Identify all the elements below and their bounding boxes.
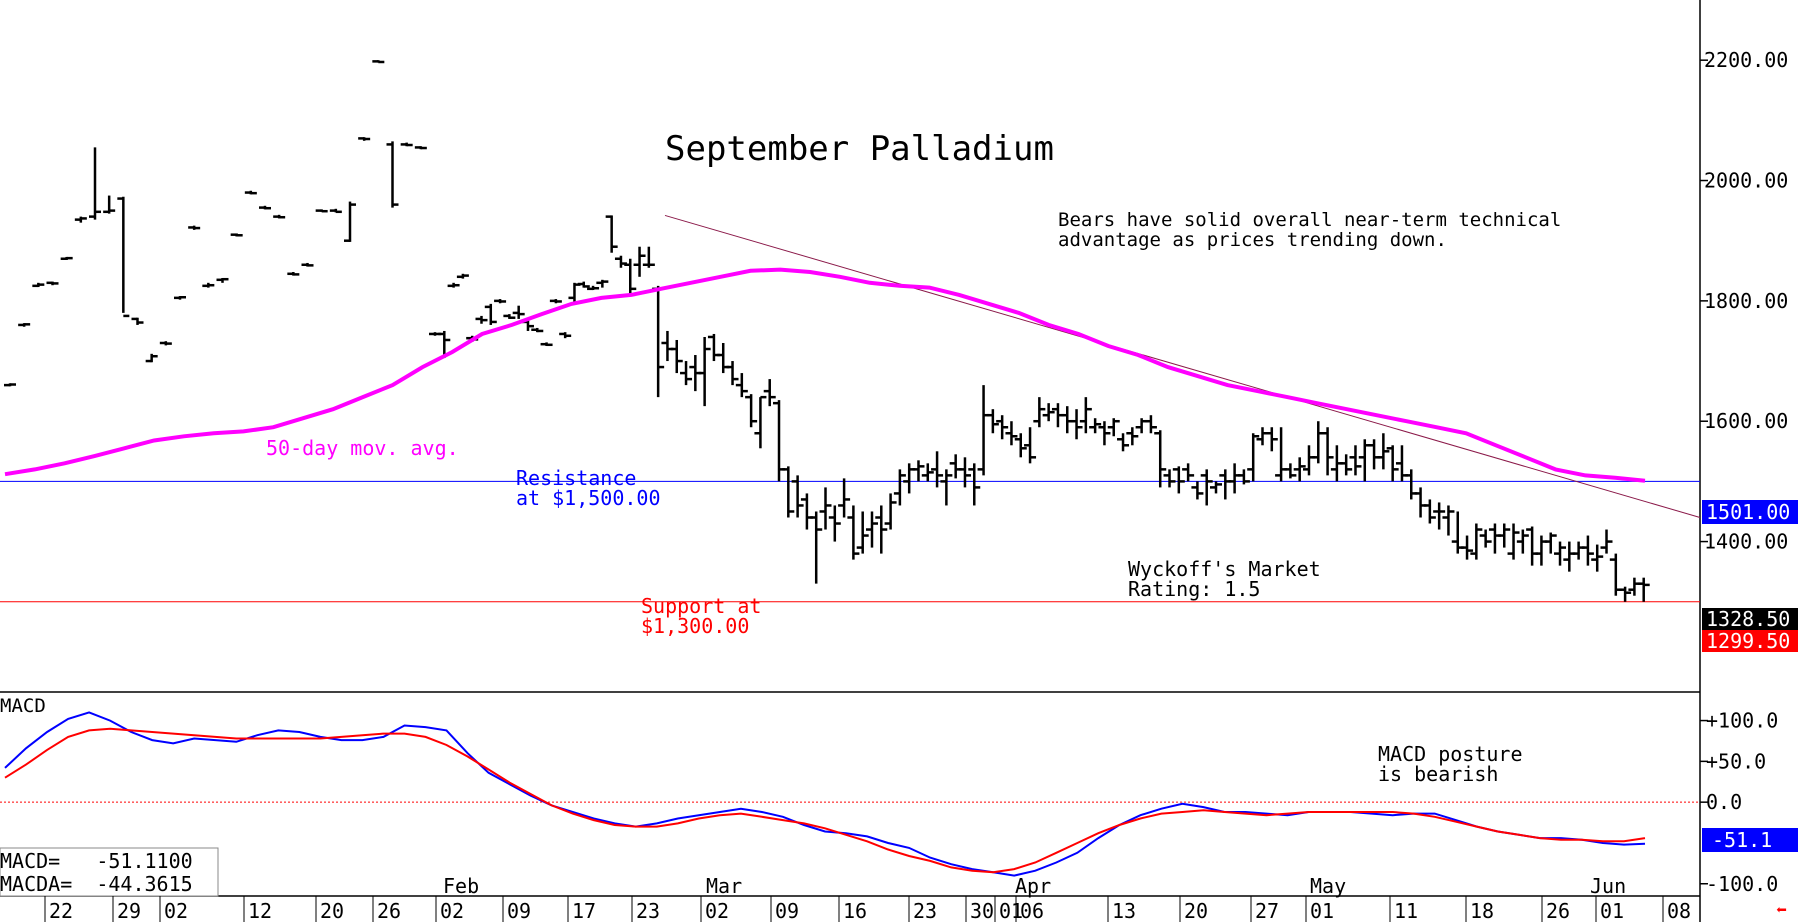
date-label: 01	[1600, 899, 1624, 922]
date-label: 23	[913, 899, 937, 922]
macd-posture-2: is bearish	[1378, 762, 1498, 786]
month-label: Apr	[1015, 874, 1051, 898]
last-price-tag: 1328.50	[1706, 607, 1790, 631]
commentary-text: Bears have solid overall near-term techn…	[1058, 209, 1573, 251]
support-label-2: $1,300.00	[641, 614, 749, 638]
date-label: 17	[572, 899, 596, 922]
date-label: 09	[507, 899, 531, 922]
price-bars	[4, 60, 1650, 602]
price-tick-label: 2000.00	[1704, 169, 1788, 193]
date-label: 01	[1310, 899, 1334, 922]
commentary-line-1: Bears have solid overall near-term techn…	[1058, 209, 1561, 231]
month-label: Feb	[443, 874, 479, 898]
macd-y-axis: +100.0 +50.0 0.0 -100.0	[1700, 709, 1778, 896]
date-label: 29	[117, 899, 141, 922]
date-label: 02	[440, 899, 464, 922]
date-label: 20	[320, 899, 344, 922]
macd-tick-label: +50.0	[1706, 749, 1766, 773]
macd-tick-label: 0.0	[1706, 790, 1742, 814]
date-label: 20	[1184, 899, 1208, 922]
resistance-label-1: Resistance	[516, 466, 636, 490]
macd-value-tag-bg	[1702, 828, 1798, 852]
resistance-label-2: at $1,500.00	[516, 486, 661, 510]
commentary-line-2: advantage as prices trending down.	[1058, 229, 1447, 251]
rating-label-1: Wyckoff's Market	[1128, 557, 1321, 581]
macda-line	[4, 727, 1646, 874]
date-label: 12	[248, 899, 272, 922]
macd-line	[4, 711, 1646, 877]
readout-box	[0, 847, 219, 897]
date-label: 27	[1255, 899, 1279, 922]
date-label: 11	[1394, 899, 1418, 922]
macd-readout: MACD= -51.1100	[0, 849, 193, 873]
date-label: 08	[1667, 899, 1691, 922]
resistance-label: Resistance at $1,500.00	[516, 466, 661, 510]
chart-title: September Palladium	[665, 129, 1054, 169]
last-price-tag-bg	[1702, 608, 1798, 630]
date-label: 18	[1470, 899, 1494, 922]
macd-posture-1: MACD posture	[1378, 742, 1523, 766]
macd-tick-label: +100.0	[1706, 709, 1778, 733]
date-label: 23	[636, 899, 660, 922]
date-label: 13	[1112, 899, 1136, 922]
date-label: 06	[1020, 899, 1044, 922]
price-tick-label: 1800.00	[1704, 289, 1788, 313]
month-label: Mar	[706, 874, 742, 898]
price-tick-label: 1400.00	[1704, 530, 1788, 554]
rating-label-2: Rating: 1.5	[1128, 577, 1260, 601]
date-label: 02	[705, 899, 729, 922]
scroll-arrow-icon[interactable]: ⬅	[1776, 900, 1787, 921]
price-y-axis: 1400.00 1600.00 1800.00 2000.00 2200.00	[1700, 48, 1788, 554]
macd-panel-title: MACD	[0, 695, 46, 717]
macd-value-tag: -51.1	[1712, 828, 1772, 852]
date-label: 01	[999, 899, 1023, 922]
support-label-1: Support at	[641, 594, 761, 618]
month-label: May	[1310, 874, 1346, 898]
price-tick-label: 1600.00	[1704, 409, 1788, 433]
support-value-tag-bg	[1702, 630, 1798, 652]
rating-label: Wyckoff's Market Rating: 1.5	[1128, 557, 1333, 601]
macda-readout: MACDA= -44.3615	[0, 872, 193, 896]
macd-posture: MACD posture is bearish	[1378, 742, 1535, 786]
downtrend-line	[664, 214, 1701, 518]
support-value-tag: 1299.50	[1706, 629, 1790, 653]
macd-tick-label: -100.0	[1706, 872, 1778, 896]
ma-value-tag-bg	[1702, 500, 1798, 524]
price-tick-label: 2200.00	[1704, 48, 1788, 72]
moving-average-line	[4, 267, 1646, 483]
date-label: 30	[970, 899, 994, 922]
date-label: 16	[843, 899, 867, 922]
ma-label: 50-day mov. avg.	[266, 436, 459, 460]
month-label: Jun	[1590, 874, 1626, 898]
date-label: 26	[1546, 899, 1570, 922]
support-label: Support at $1,300.00	[641, 594, 773, 638]
date-label: 09	[775, 899, 799, 922]
date-label: 02	[164, 899, 188, 922]
date-label: 26	[377, 899, 401, 922]
ma-value-tag: 1501.00	[1706, 500, 1790, 524]
date-label: 22	[49, 899, 73, 922]
